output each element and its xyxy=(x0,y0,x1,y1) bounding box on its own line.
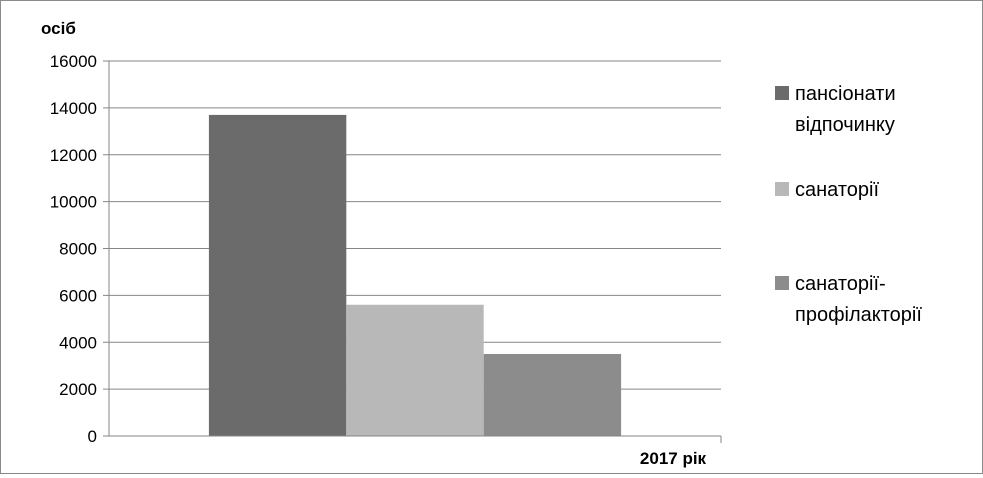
y-tick-label: 12000 xyxy=(50,146,97,165)
legend-swatch xyxy=(775,276,789,290)
y-tick-label: 6000 xyxy=(59,286,97,305)
y-tick-labels: 0 2000 4000 6000 8000 10000 12000 14000 16000 xyxy=(50,52,109,446)
y-tick-label: 10000 xyxy=(50,193,97,212)
legend-item: санаторії xyxy=(775,179,879,201)
y-tick-label: 8000 xyxy=(59,240,97,259)
y-tick-label: 16000 xyxy=(50,52,97,71)
legend-label: відпочинку xyxy=(795,114,895,136)
bar-2 xyxy=(346,304,484,436)
x-axis-label: 2017 рік xyxy=(640,449,707,468)
legend-label: санаторії xyxy=(795,179,879,201)
legend-label: профілакторії xyxy=(795,304,922,326)
bars xyxy=(208,114,622,436)
y-axis-label: осіб xyxy=(41,19,76,38)
legend-swatch xyxy=(775,182,789,196)
y-tick-label: 4000 xyxy=(59,333,97,352)
bar-3 xyxy=(483,353,622,436)
legend-item: пансіонати відпочинку xyxy=(775,83,896,136)
legend-label: пансіонати xyxy=(795,83,896,105)
legend: пансіонати відпочинку санаторії санаторії-п… xyxy=(775,83,922,326)
y-tick-label: 14000 xyxy=(50,99,97,118)
y-tick-label: 2000 xyxy=(59,380,97,399)
legend-swatch xyxy=(775,86,789,100)
legend-label: санаторії- xyxy=(795,273,886,295)
bar-1 xyxy=(208,114,347,436)
legend-item: санаторії-профілакторії xyxy=(775,273,922,326)
y-tick-label: 0 xyxy=(88,427,97,446)
